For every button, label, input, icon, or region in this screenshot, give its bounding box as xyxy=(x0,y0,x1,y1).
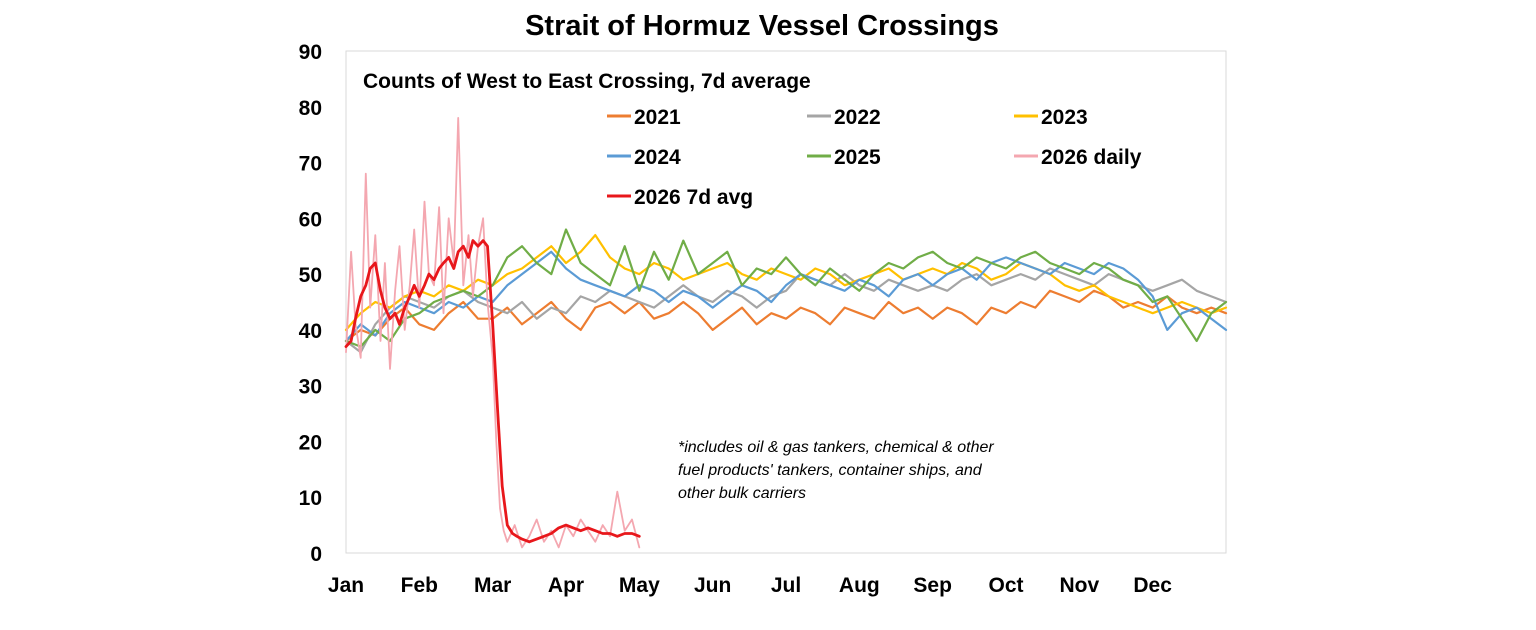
x-tick-label: Jul xyxy=(771,574,801,597)
y-tick-label: 40 xyxy=(299,320,322,343)
series-line-2021 xyxy=(344,289,1228,343)
x-tick-label: Aug xyxy=(839,574,880,597)
legend-label: 2021 xyxy=(634,106,681,129)
y-tick-label: 80 xyxy=(299,97,322,120)
legend-label: 2025 xyxy=(834,146,881,169)
chart-subtitle: Counts of West to East Crossing, 7d aver… xyxy=(363,70,811,93)
legend-label: 2022 xyxy=(834,106,881,129)
series-layer xyxy=(344,117,1228,549)
y-tick-label: 70 xyxy=(299,153,322,176)
x-tick-label: Dec xyxy=(1133,574,1172,597)
footnote: *includes oil & gas tankers, chemical & … xyxy=(678,439,994,502)
y-tick-label: 0 xyxy=(310,543,322,566)
y-tick-label: 10 xyxy=(299,487,322,510)
legend-label: 2024 xyxy=(634,146,681,169)
x-axis: Jan Feb Mar Apr May Jun Jul Aug Sep Oct Nov Dec xyxy=(328,574,1172,597)
x-tick-label: Jan xyxy=(328,574,364,597)
x-tick-label: Feb xyxy=(401,574,438,597)
legend-label: 2026 7d avg xyxy=(634,186,753,209)
y-tick-label: 30 xyxy=(299,376,322,399)
legend: 2021 2022 2023 2024 2025 2026 daily 2026 7d av… xyxy=(607,106,1142,209)
series-line-2024 xyxy=(344,250,1228,343)
footnote-line-3: other bulk carriers xyxy=(678,485,806,502)
footnote-line-1: *includes oil & gas tankers, chemical & … xyxy=(678,439,994,456)
legend-label: 2023 xyxy=(1041,106,1088,129)
y-tick-label: 60 xyxy=(299,208,322,231)
series-line-2026-daily xyxy=(345,117,641,549)
chart-title: Strait of Hormuz Vessel Crossings xyxy=(525,10,999,42)
x-tick-label: Apr xyxy=(548,574,584,597)
x-tick-label: Jun xyxy=(694,574,731,597)
x-tick-label: Sep xyxy=(913,574,952,597)
x-tick-label: Nov xyxy=(1059,574,1099,597)
x-tick-label: May xyxy=(619,574,660,597)
y-axis: 0 10 20 30 40 50 60 70 80 90 xyxy=(299,41,322,566)
legend-label: 2026 daily xyxy=(1041,146,1142,169)
series-line-2026-7d-avg xyxy=(344,239,641,544)
footnote-line-2: fuel products' tankers, container ships,… xyxy=(678,462,983,479)
y-tick-label: 90 xyxy=(299,41,322,64)
y-tick-label: 20 xyxy=(299,431,322,454)
x-tick-label: Mar xyxy=(474,574,511,597)
series-line-2025 xyxy=(344,228,1228,348)
x-tick-label: Oct xyxy=(988,574,1023,597)
y-tick-label: 50 xyxy=(299,264,322,287)
